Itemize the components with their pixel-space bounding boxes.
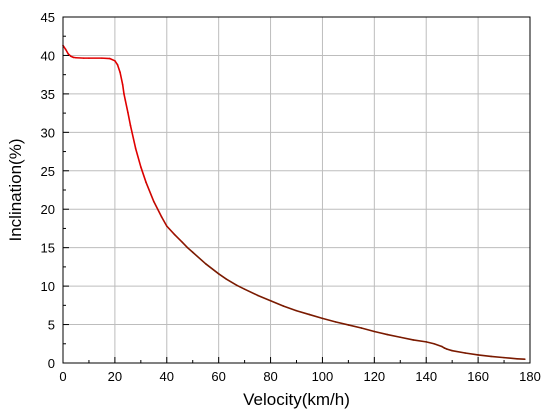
x-tick-label: 0 [59, 369, 66, 384]
series-line-segment [321, 317, 337, 323]
series-line-segment [412, 339, 428, 343]
series-line-segment [503, 356, 518, 360]
y-axis-title: Inclination(%) [6, 139, 25, 242]
series-line-segment [225, 278, 238, 287]
series-line-segment [334, 321, 350, 326]
series-line-segment [191, 251, 207, 265]
series-line-segment [181, 241, 189, 249]
series-line-segment [116, 63, 121, 74]
series-line-segment [243, 288, 259, 297]
y-tick-label: 15 [41, 241, 55, 256]
series-line-segment [373, 330, 389, 336]
series-line-segment [173, 233, 184, 244]
series-line-segment [464, 352, 479, 356]
y-tick-label: 30 [41, 125, 55, 140]
x-tick-label: 140 [415, 369, 437, 384]
gridlines [63, 17, 530, 363]
x-tick-label: 120 [363, 369, 385, 384]
y-tick-label: 40 [41, 48, 55, 63]
x-tick-label: 160 [467, 369, 489, 384]
y-tick-label: 0 [48, 356, 55, 371]
series-line-segment [127, 111, 132, 127]
series-line-segment [108, 57, 116, 62]
y-tick-label: 35 [41, 87, 55, 102]
series-line-segment [308, 313, 324, 320]
series-line-segment [386, 333, 402, 339]
y-tick-label: 25 [41, 164, 55, 179]
y-axis: 0 5 10 15 20 25 30 35 40 45 [41, 10, 69, 371]
series-line-segment [134, 147, 142, 168]
series-line-segment [129, 124, 137, 150]
series-line-segment [119, 71, 124, 86]
x-tick-label: 60 [211, 369, 225, 384]
series-line-segment [360, 327, 376, 333]
series-line-segment [451, 349, 466, 354]
y-tick-label: 20 [41, 202, 55, 217]
series-line-segment [282, 305, 298, 312]
series-line-segment [186, 246, 194, 254]
x-axis: 0 20 40 60 80 100 120 140 160 180 [59, 357, 541, 384]
x-axis-title: Velocity(km/h) [243, 390, 350, 409]
x-tick-label: 20 [108, 369, 122, 384]
series-line-segment [269, 299, 285, 307]
series-layer [62, 44, 526, 360]
series-line-segment [204, 263, 220, 275]
series-line-segment [121, 83, 125, 95]
series-line-segment [490, 355, 505, 359]
x-tick-label: 100 [312, 369, 334, 384]
series-line-segment [347, 324, 363, 329]
series-line-segment [145, 181, 155, 203]
series-line-segment [295, 309, 311, 316]
series-line-segment [153, 200, 163, 218]
series-line-segment [123, 93, 127, 101]
series-line-segment [124, 99, 129, 114]
series-line-segment [446, 348, 453, 352]
series-line-segment [140, 166, 147, 184]
series-line-segment [236, 284, 246, 290]
y-tick-label: 45 [41, 10, 55, 25]
series-line-segment [160, 216, 168, 227]
series-line-segment [433, 342, 443, 348]
x-tick-label: 40 [160, 369, 174, 384]
x-tick-label: 180 [519, 369, 541, 384]
series-line-segment [64, 48, 69, 55]
series-line-segment [217, 273, 228, 280]
series-line-segment [425, 341, 435, 345]
series-line-segment [399, 336, 415, 341]
series-line-segment [477, 354, 492, 358]
series-line-segment [256, 294, 272, 302]
y-tick-label: 5 [48, 318, 55, 333]
x-tick-label: 80 [263, 369, 277, 384]
y-tick-label: 10 [41, 279, 55, 294]
series-line-segment [165, 225, 176, 236]
